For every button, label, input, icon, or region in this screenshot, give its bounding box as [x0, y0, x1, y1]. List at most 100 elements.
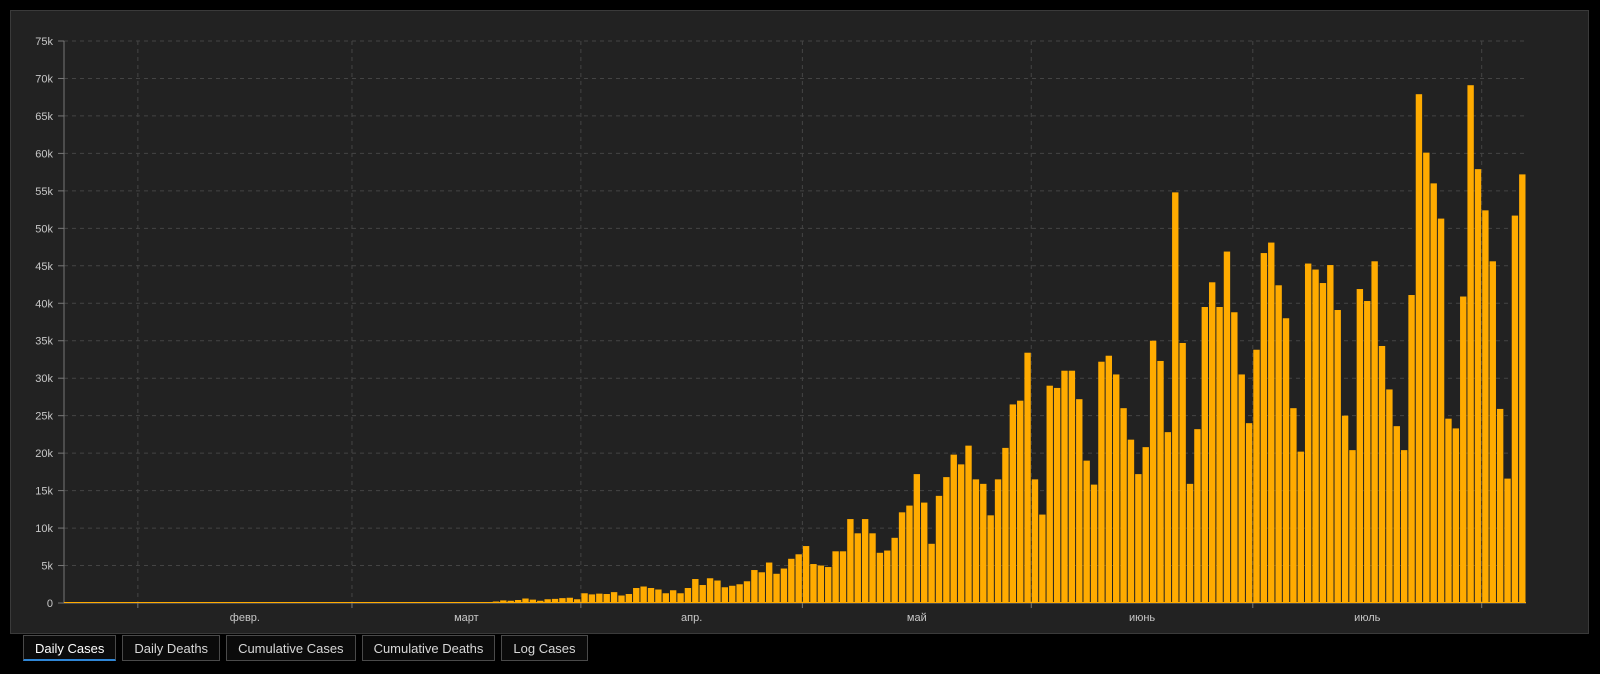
bar — [1519, 174, 1526, 603]
bar — [684, 588, 692, 603]
bar — [1511, 215, 1519, 603]
x-tick-label: июль — [1354, 612, 1381, 624]
bar — [581, 593, 588, 603]
bar — [1076, 399, 1083, 603]
bar — [551, 598, 559, 603]
bar — [847, 519, 854, 603]
bar — [972, 479, 980, 603]
y-tick-label: 5k — [41, 561, 53, 573]
bar — [1083, 460, 1090, 603]
bar — [692, 579, 699, 603]
bar — [610, 592, 618, 603]
bar — [810, 564, 817, 603]
bar — [839, 551, 847, 603]
bar — [1172, 192, 1179, 603]
y-tick-label: 40k — [35, 298, 53, 310]
bar — [869, 533, 876, 603]
bar — [1053, 387, 1061, 603]
y-tick-label: 35k — [35, 336, 53, 348]
bar — [1482, 210, 1489, 603]
bar — [1149, 340, 1157, 603]
bar — [603, 594, 610, 603]
y-tick-label: 45k — [35, 261, 53, 273]
bar — [1039, 514, 1046, 603]
y-tick-label: 55k — [35, 186, 53, 198]
bar — [1135, 474, 1142, 603]
tab-cumulative-cases[interactable]: Cumulative Cases — [226, 635, 356, 661]
bar — [780, 568, 788, 603]
y-tick-label: 50k — [35, 223, 53, 235]
bar — [1105, 355, 1112, 603]
tab-cumulative-deaths[interactable]: Cumulative Deaths — [361, 635, 496, 661]
bar — [987, 515, 994, 603]
bar — [1157, 360, 1164, 603]
bar — [714, 580, 721, 603]
baseline-strip — [64, 602, 1526, 603]
bar — [1430, 183, 1437, 603]
bar — [1098, 361, 1105, 603]
x-tick-label: май — [907, 612, 927, 624]
bar — [1061, 370, 1068, 603]
bar — [1260, 253, 1268, 603]
bar — [655, 589, 662, 603]
bar — [1504, 478, 1511, 603]
tab-daily-deaths[interactable]: Daily Deaths — [122, 635, 221, 661]
tab-daily-cases[interactable]: Daily Cases — [23, 635, 117, 661]
bar — [876, 552, 884, 603]
y-tick-label: 25k — [35, 411, 53, 423]
bar — [906, 505, 913, 603]
bar — [1364, 301, 1371, 603]
bar — [573, 599, 581, 603]
bar — [1327, 265, 1334, 603]
bar — [522, 598, 529, 603]
bar — [861, 519, 869, 603]
bar — [1231, 312, 1238, 603]
bar — [1201, 307, 1208, 603]
bar — [1415, 94, 1423, 603]
bar — [640, 586, 647, 603]
bar — [596, 593, 603, 603]
bar — [1164, 432, 1172, 603]
bar — [1445, 418, 1452, 603]
bar — [1378, 345, 1386, 603]
bar — [1290, 408, 1297, 603]
bar — [1238, 374, 1245, 603]
bar — [898, 512, 906, 603]
bar — [706, 578, 714, 603]
bar — [1400, 450, 1408, 603]
bar — [729, 585, 736, 603]
bar — [751, 570, 758, 603]
bar — [1386, 389, 1393, 603]
bar — [500, 600, 507, 603]
bar — [943, 477, 950, 603]
bar — [950, 454, 957, 603]
bar — [1356, 289, 1364, 603]
bar — [588, 594, 596, 603]
bar — [773, 573, 780, 603]
bar — [935, 495, 943, 603]
tab-log-cases[interactable]: Log Cases — [501, 635, 588, 661]
bar — [788, 558, 795, 603]
bar — [854, 533, 861, 603]
bar — [721, 587, 729, 603]
bar — [891, 537, 898, 603]
bar — [529, 599, 537, 603]
bar — [1312, 269, 1319, 603]
bar — [1452, 428, 1460, 603]
bar — [1113, 374, 1120, 603]
bar — [1393, 426, 1400, 603]
bar — [677, 593, 684, 603]
bar — [1460, 296, 1467, 603]
bar — [1319, 283, 1327, 603]
bar — [633, 588, 640, 603]
bar — [832, 551, 839, 603]
bar — [1282, 318, 1290, 603]
bar — [1090, 484, 1098, 603]
bar — [566, 597, 573, 603]
bar — [1024, 352, 1031, 603]
bar — [1017, 400, 1024, 603]
bar — [913, 474, 921, 603]
bar — [957, 464, 965, 603]
y-tick-label: 65k — [35, 111, 53, 123]
